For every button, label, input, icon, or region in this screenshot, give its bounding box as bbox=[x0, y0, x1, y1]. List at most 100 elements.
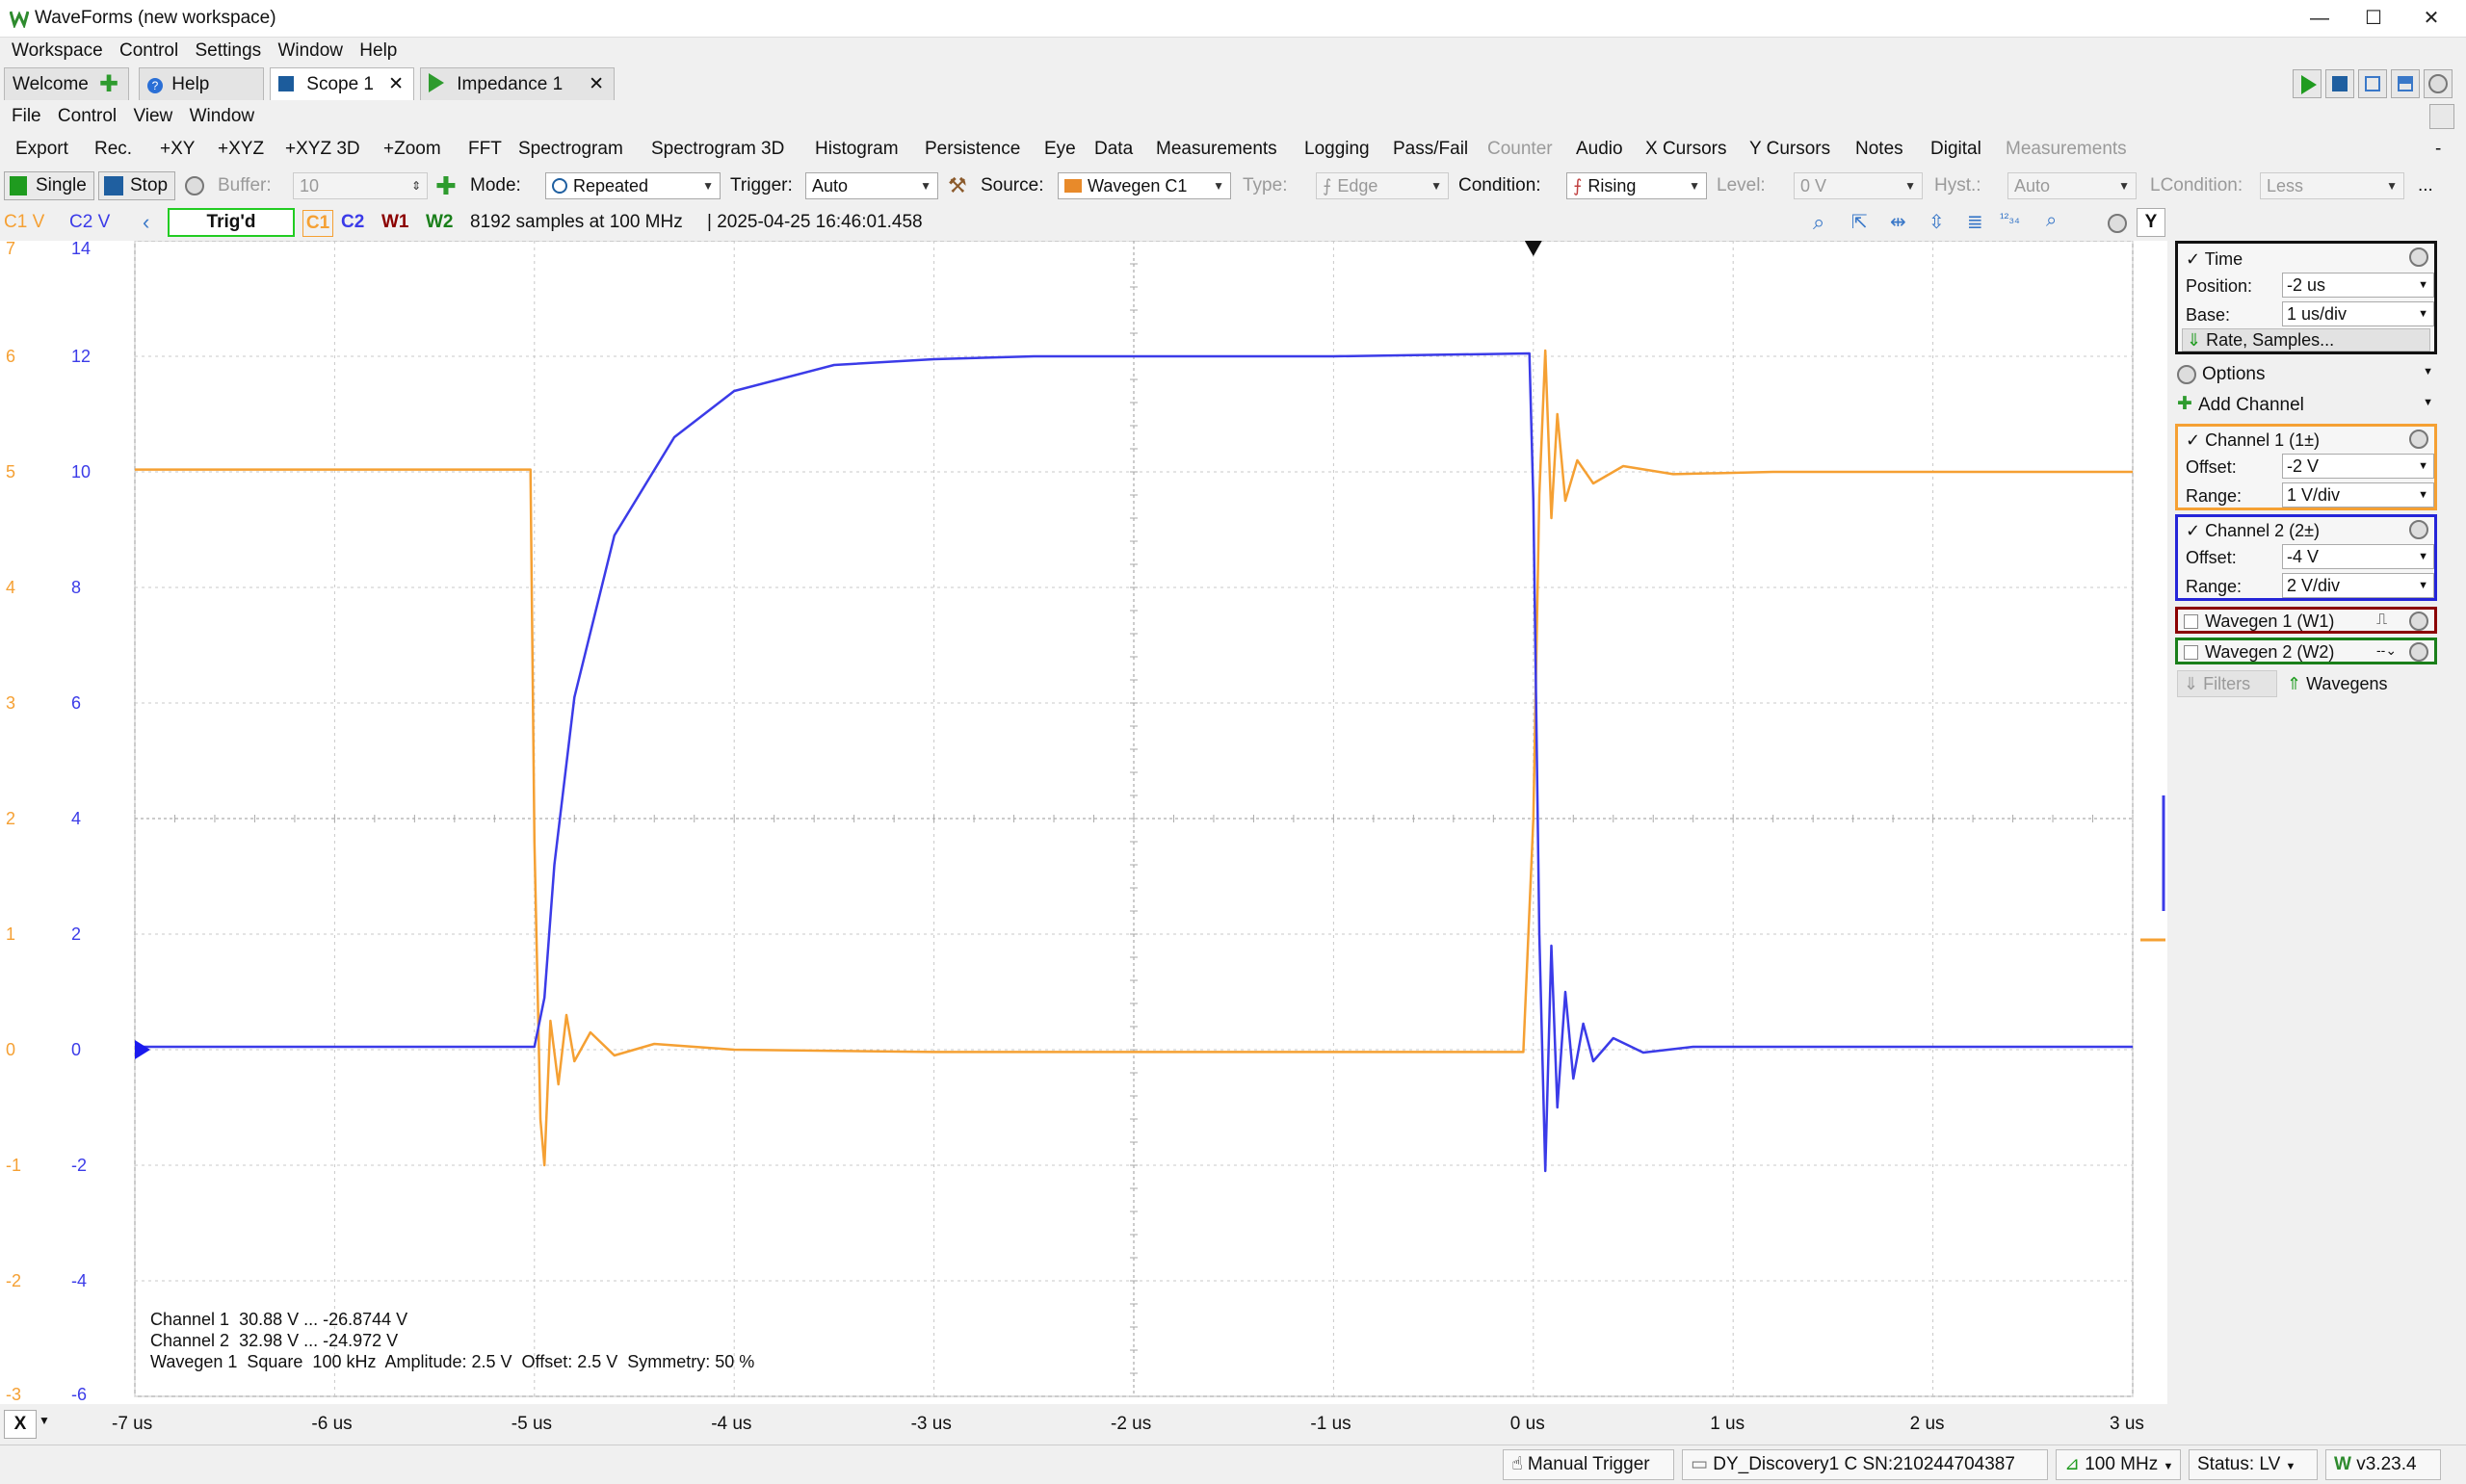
options-row[interactable]: Options ▼ bbox=[2177, 362, 2439, 387]
wavegen2-checkbox[interactable] bbox=[2184, 645, 2198, 660]
time-position-field[interactable]: -2 us ▼ bbox=[2282, 273, 2434, 298]
menu-audio[interactable]: Audio bbox=[1576, 139, 1623, 159]
stop-all-icon[interactable] bbox=[2325, 69, 2354, 98]
menu-settings[interactable]: Settings bbox=[195, 40, 262, 61]
device-selector[interactable]: ▭ DY_Discovery1 C SN:210244704387 bbox=[1682, 1449, 2048, 1480]
version-indicator[interactable]: W v3.23.4 bbox=[2325, 1449, 2441, 1480]
manual-trigger-button[interactable]: ☝ Manual Trigger bbox=[1503, 1449, 1674, 1480]
tab-scope-1[interactable]: Scope 1 ✕ bbox=[270, 67, 414, 100]
close-tab-icon[interactable]: ✕ bbox=[589, 74, 604, 94]
cursor-icon[interactable]: ⇱ bbox=[1851, 212, 1868, 233]
channel1-range-field[interactable]: 1 V/div ▼ bbox=[2282, 482, 2434, 508]
scope-menu-file[interactable]: File bbox=[12, 106, 41, 126]
x-axis-button[interactable]: X bbox=[4, 1410, 37, 1439]
cascade-icon[interactable] bbox=[2358, 69, 2387, 98]
stop-button[interactable]: Stop bbox=[98, 171, 175, 200]
align-icon[interactable]: ≣ bbox=[1967, 212, 1983, 233]
menu-window[interactable]: Window bbox=[277, 40, 344, 61]
channel2-offset-field[interactable]: -4 V ▼ bbox=[2282, 544, 2434, 569]
menu-persistence[interactable]: Persistence bbox=[925, 139, 1021, 159]
menu-logging[interactable]: Logging bbox=[1304, 139, 1370, 159]
menu-xyz-3d[interactable]: +XYZ 3D bbox=[285, 139, 360, 159]
channel2-range-field[interactable]: 2 V/div ▼ bbox=[2282, 573, 2434, 598]
close-icon[interactable]: ✕ bbox=[2423, 8, 2440, 29]
menu-xyz[interactable]: +XYZ bbox=[218, 139, 265, 159]
w1-toggle[interactable]: W1 bbox=[381, 212, 409, 232]
add-icon[interactable]: ✚ bbox=[98, 71, 118, 97]
status-selector[interactable]: Status: LV ▼ bbox=[2189, 1449, 2318, 1480]
menu-pass-fail[interactable]: Pass/Fail bbox=[1393, 139, 1469, 159]
scope-plot[interactable]: 7 146 125 104 83 62 41 20 0-1 -2-2 -4-3 -6 bbox=[0, 241, 2167, 1404]
add-icon[interactable]: ✚ bbox=[435, 171, 457, 200]
wavegen2-gear-icon[interactable] bbox=[2409, 642, 2428, 662]
channel2-header[interactable]: ✓ Channel 2 (2±) bbox=[2186, 521, 2321, 540]
wavegen1-gear-icon[interactable] bbox=[2409, 612, 2428, 631]
wavegen1-section[interactable]: Wavegen 1 (W1) ⎍ bbox=[2175, 607, 2437, 634]
condition-select[interactable]: ⨍ Rising ▼ bbox=[1566, 172, 1707, 199]
scope-menu-view[interactable]: View bbox=[133, 106, 173, 126]
c2-toggle[interactable]: C2 bbox=[341, 212, 365, 232]
dock-icon[interactable] bbox=[2429, 104, 2454, 129]
maximize-icon[interactable]: ☐ bbox=[2365, 8, 2382, 29]
wavegen2-section[interactable]: Wavegen 2 (W2) --⌄ bbox=[2175, 638, 2437, 664]
menu-workspace[interactable]: Workspace bbox=[12, 40, 103, 61]
channel2-gear-icon[interactable] bbox=[2409, 520, 2428, 539]
zoom-fit-icon[interactable]: ⌕ bbox=[2046, 210, 2058, 231]
scope-menu-window[interactable]: Window bbox=[189, 106, 255, 126]
add-channel-row[interactable]: ✚ Add Channel ▼ bbox=[2177, 394, 2433, 415]
trigger-select[interactable]: Auto ▼ bbox=[805, 172, 938, 199]
menu-y-cursors[interactable]: Y Cursors bbox=[1749, 139, 1831, 159]
time-base-field[interactable]: 1 us/div ▼ bbox=[2282, 301, 2434, 326]
channel1-offset-field[interactable]: -2 V ▼ bbox=[2282, 454, 2434, 479]
channel1-header[interactable]: ✓ Channel 1 (1±) bbox=[2186, 430, 2321, 450]
plot-area[interactable]: 7 14 6 12 5 10 4 8 3 6 2 4 1 2 0 0 -1 -2 -2 -4 -3 -6 Channel … bbox=[0, 241, 2167, 1404]
channel1-gear-icon[interactable] bbox=[2409, 430, 2428, 449]
menu-notes[interactable]: Notes bbox=[1855, 139, 1903, 159]
menu-measurements[interactable]: Measurements bbox=[1156, 139, 1277, 159]
menu-eye[interactable]: Eye bbox=[1044, 139, 1076, 159]
collapse-menu-icon[interactable]: - bbox=[2435, 139, 2442, 159]
close-tab-icon[interactable]: ✕ bbox=[388, 74, 404, 94]
menu-xy[interactable]: +XY bbox=[160, 139, 196, 159]
minimize-icon[interactable]: — bbox=[2310, 8, 2329, 29]
acquisition-gear-icon[interactable] bbox=[185, 176, 204, 195]
hammer-icon[interactable]: ⚒ bbox=[948, 173, 967, 197]
menu-histogram[interactable]: Histogram bbox=[815, 139, 899, 159]
clock-rate-selector[interactable]: ⊿ 100 MHz ▼ bbox=[2056, 1449, 2181, 1480]
menu-data[interactable]: Data bbox=[1094, 139, 1134, 159]
menu-help[interactable]: Help bbox=[359, 40, 398, 61]
scope-menu-control[interactable]: Control bbox=[57, 106, 118, 126]
run-all-icon[interactable] bbox=[2293, 69, 2322, 98]
time-gear-icon[interactable] bbox=[2409, 247, 2428, 267]
menu-fft[interactable]: FFT bbox=[468, 139, 502, 159]
tab-impedance-1[interactable]: Impedance 1 ✕ bbox=[420, 67, 615, 100]
vertical-measure-icon[interactable]: ⇳ bbox=[1928, 212, 1945, 233]
scroll-left-icon[interactable]: ‹ bbox=[143, 210, 150, 234]
wavegen1-checkbox[interactable] bbox=[2184, 614, 2198, 629]
rate-samples-button[interactable]: ⇓ Rate, Samples... bbox=[2182, 328, 2430, 351]
zoom-icon[interactable]: ⌕ bbox=[1813, 210, 1825, 234]
menu-export[interactable]: Export bbox=[15, 139, 68, 159]
menu-spectrogram-3d[interactable]: Spectrogram 3D bbox=[651, 139, 785, 159]
source-select[interactable]: Wavegen C1 ▼ bbox=[1058, 172, 1231, 199]
time-header[interactable]: ✓ Time bbox=[2186, 249, 2243, 269]
view-gear-icon[interactable] bbox=[2108, 214, 2127, 233]
menu-rec[interactable]: Rec. bbox=[94, 139, 133, 159]
tile-icon[interactable] bbox=[2391, 69, 2420, 98]
more-options[interactable]: ... bbox=[2418, 175, 2433, 195]
menu-control[interactable]: Control bbox=[118, 40, 179, 61]
menu-digital[interactable]: Digital bbox=[1930, 139, 1981, 159]
single-button[interactable]: Single bbox=[4, 171, 94, 200]
tab-welcome[interactable]: Welcome ✚ bbox=[4, 67, 129, 100]
x-axis-dropdown-icon[interactable]: ▼ bbox=[39, 1414, 50, 1427]
c1-toggle[interactable]: C1 bbox=[302, 210, 333, 237]
menu-x-cursors[interactable]: X Cursors bbox=[1645, 139, 1727, 159]
horizontal-measure-icon[interactable]: ⇹ bbox=[1890, 212, 1906, 233]
w2-toggle[interactable]: W2 bbox=[426, 212, 454, 232]
menu-spectrogram[interactable]: Spectrogram bbox=[518, 139, 623, 159]
mode-select[interactable]: Repeated ▼ bbox=[545, 172, 721, 199]
tab-help[interactable]: ? Help bbox=[139, 67, 264, 100]
settings-gear-icon[interactable] bbox=[2424, 69, 2453, 98]
y-axis-button[interactable]: Y bbox=[2137, 208, 2165, 237]
numbering-icon[interactable]: ¹²₃₄ bbox=[2000, 210, 2020, 225]
